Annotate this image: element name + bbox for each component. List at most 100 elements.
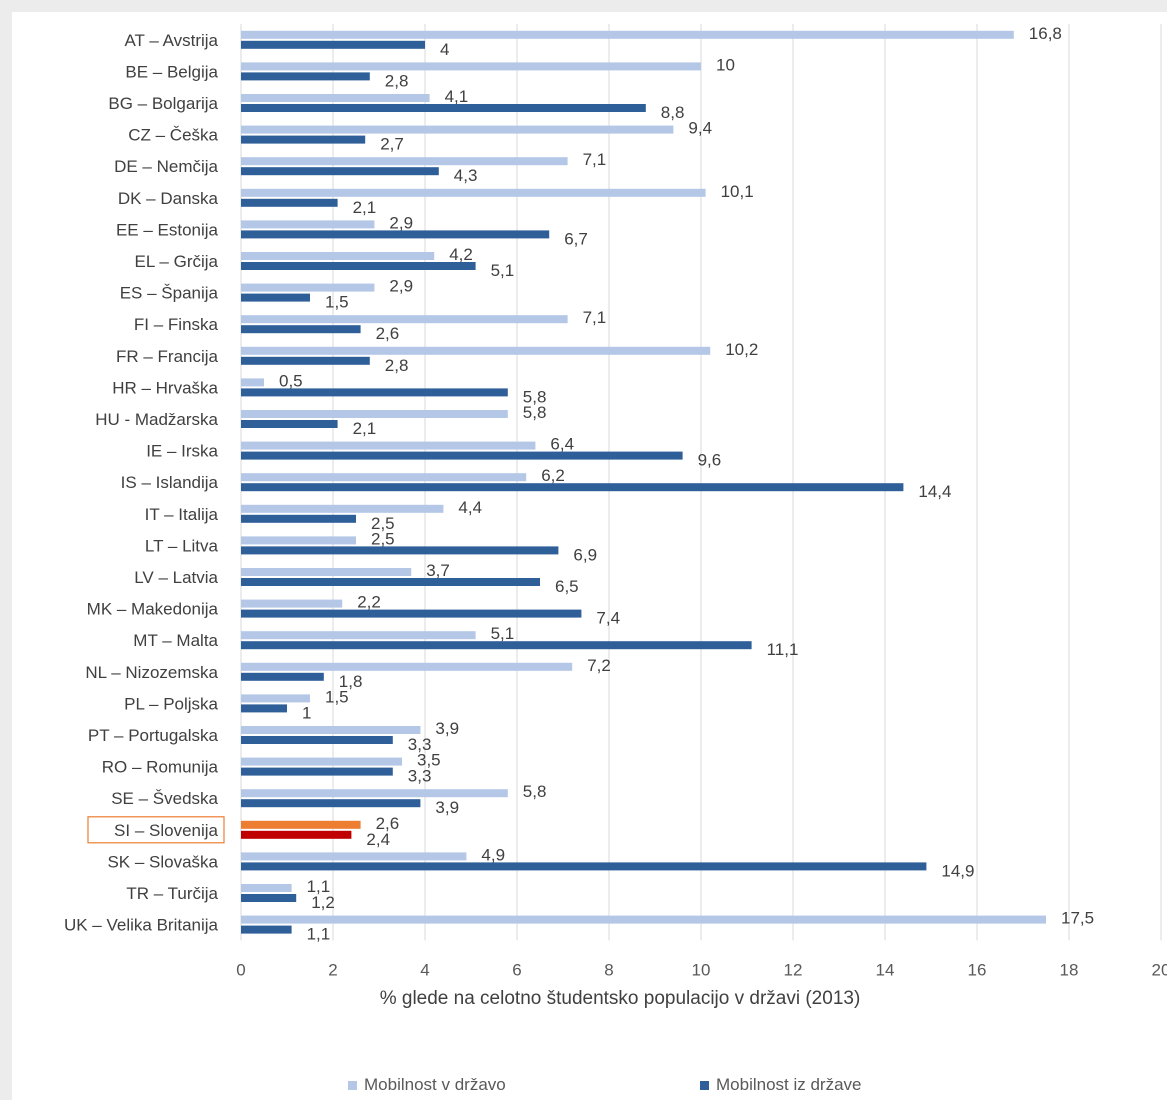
x-tick-label: 20 [1152, 960, 1167, 979]
legend-swatch-out [700, 1081, 709, 1090]
value-label: 11,1 [767, 640, 799, 659]
x-tick-labels: 0 2 4 6 8 10 12 14 16 18 20 [236, 960, 1167, 979]
bar-mobilnost-iz-dr-ave [241, 925, 292, 934]
value-label: 10,2 [725, 340, 758, 359]
category-label: IE – Irska [146, 442, 218, 461]
value-label: 2,5 [371, 529, 395, 548]
bar-mobilnost-iz-dr-ave [241, 894, 297, 902]
bar-mobilnost-v-dr-avo [241, 631, 476, 640]
bar-mobilnost-v-dr-avo [241, 94, 430, 102]
legend-swatch-in [348, 1081, 357, 1090]
bar-mobilnost-v-dr-avo [241, 536, 356, 545]
value-label: 5,8 [523, 403, 547, 422]
bar-mobilnost-iz-dr-ave [241, 325, 361, 334]
category-label: HR – Hrvaška [112, 378, 218, 397]
value-label: 1,5 [325, 687, 349, 706]
value-label: 5,8 [523, 782, 547, 801]
x-tick-label: 0 [236, 960, 245, 979]
category-label: MK – Makedonija [87, 600, 219, 619]
value-label: 2,1 [353, 419, 377, 438]
value-label: 1,2 [311, 893, 335, 912]
bar-mobilnost-iz-dr-ave [241, 451, 683, 460]
bar-mobilnost-iz-dr-ave [241, 862, 927, 871]
legend-label-out: Mobilnost iz države [716, 1075, 862, 1094]
bar-mobilnost-v-dr-avo [241, 789, 508, 798]
bar-mobilnost-v-dr-avo [241, 220, 375, 229]
bar-mobilnost-iz-dr-ave [241, 230, 550, 239]
value-label: 9,6 [698, 451, 722, 470]
value-label: 10 [716, 55, 735, 74]
value-label: 4,3 [454, 166, 478, 185]
bar-mobilnost-iz-dr-ave [241, 609, 582, 618]
category-label: ES – Španija [120, 284, 219, 303]
bar-mobilnost-iz-dr-ave [241, 420, 338, 428]
value-label: 3,3 [408, 735, 432, 754]
value-label: 4,4 [458, 498, 482, 517]
bar-mobilnost-iz-dr-ave [241, 578, 540, 586]
bar-mobilnost-v-dr-avo [241, 726, 421, 734]
value-label: 6,7 [564, 229, 588, 248]
bar-mobilnost-v-dr-avo [241, 884, 292, 892]
x-tick-label: 12 [784, 960, 803, 979]
value-label: 7,1 [583, 150, 607, 169]
bar-mobilnost-v-dr-avo [241, 125, 674, 134]
category-label: EE – Estonija [116, 220, 219, 239]
value-label: 6,5 [555, 577, 579, 596]
value-label: 2,6 [376, 324, 400, 343]
category-label: CZ – Češka [128, 126, 218, 145]
x-tick-label: 14 [876, 960, 895, 979]
value-label: 6,9 [573, 545, 597, 564]
bar-mobilnost-v-dr-avo [241, 157, 568, 166]
category-label: DK – Danska [118, 189, 219, 208]
bar-mobilnost-iz-dr-ave [241, 167, 439, 176]
bar-mobilnost-iz-dr-ave [241, 830, 352, 839]
category-label: PL – Poljska [124, 694, 218, 713]
bar-mobilnost-v-dr-avo [241, 188, 706, 197]
value-label: 2,7 [380, 135, 404, 154]
category-label: SI – Slovenija [114, 821, 218, 840]
bar-mobilnost-iz-dr-ave [241, 799, 421, 808]
category-label: MT – Malta [133, 631, 218, 650]
x-tick-label: 8 [604, 960, 613, 979]
value-label: 2,4 [366, 830, 390, 849]
category-label: EL – Grčija [135, 252, 219, 271]
bar-mobilnost-iz-dr-ave [241, 198, 338, 207]
bar-mobilnost-iz-dr-ave [241, 704, 287, 713]
bar-mobilnost-v-dr-avo [241, 62, 701, 71]
category-labels: AT – Avstrija BE – Belgija BG – Bolgarija C… [64, 31, 225, 935]
value-label: 6,4 [550, 435, 574, 454]
value-label: 0,5 [279, 371, 303, 390]
bar-mobilnost-v-dr-avo [241, 441, 536, 450]
bar-mobilnost-iz-dr-ave [241, 736, 393, 744]
value-label: 1 [302, 703, 311, 722]
bar-mobilnost-v-dr-avo [241, 757, 402, 766]
bar-mobilnost-v-dr-avo [241, 315, 568, 324]
bar-mobilnost-v-dr-avo [241, 378, 264, 387]
bar-mobilnost-iz-dr-ave [241, 72, 370, 81]
bar-mobilnost-v-dr-avo [241, 410, 508, 418]
value-label: 4,1 [445, 87, 469, 106]
value-label: 9,4 [688, 119, 712, 138]
category-label: RO – Romunija [102, 758, 219, 777]
value-label: 1,1 [307, 877, 331, 896]
value-label: 1,5 [325, 293, 349, 312]
category-label: NL – Nizozemska [85, 663, 218, 682]
bar-mobilnost-iz-dr-ave [241, 546, 559, 555]
value-label: 2,6 [376, 814, 400, 833]
bar-mobilnost-iz-dr-ave [241, 356, 370, 365]
value-label: 2,1 [353, 198, 377, 217]
value-label: 1,8 [339, 672, 363, 691]
value-label: 4 [440, 40, 449, 59]
value-label: 3,3 [408, 767, 432, 786]
bars [241, 30, 1046, 934]
value-label: 8,8 [661, 103, 685, 122]
category-label: IS – Islandija [121, 473, 219, 492]
bar-mobilnost-v-dr-avo [241, 473, 527, 482]
value-label: 2,9 [389, 277, 413, 296]
value-label: 3,5 [417, 751, 441, 770]
gridlines [240, 24, 1162, 941]
bar-mobilnost-iz-dr-ave [241, 388, 508, 397]
legend-label-in: Mobilnost v državo [364, 1075, 506, 1094]
bar-mobilnost-iz-dr-ave [241, 672, 324, 681]
value-label: 4,9 [481, 845, 505, 864]
